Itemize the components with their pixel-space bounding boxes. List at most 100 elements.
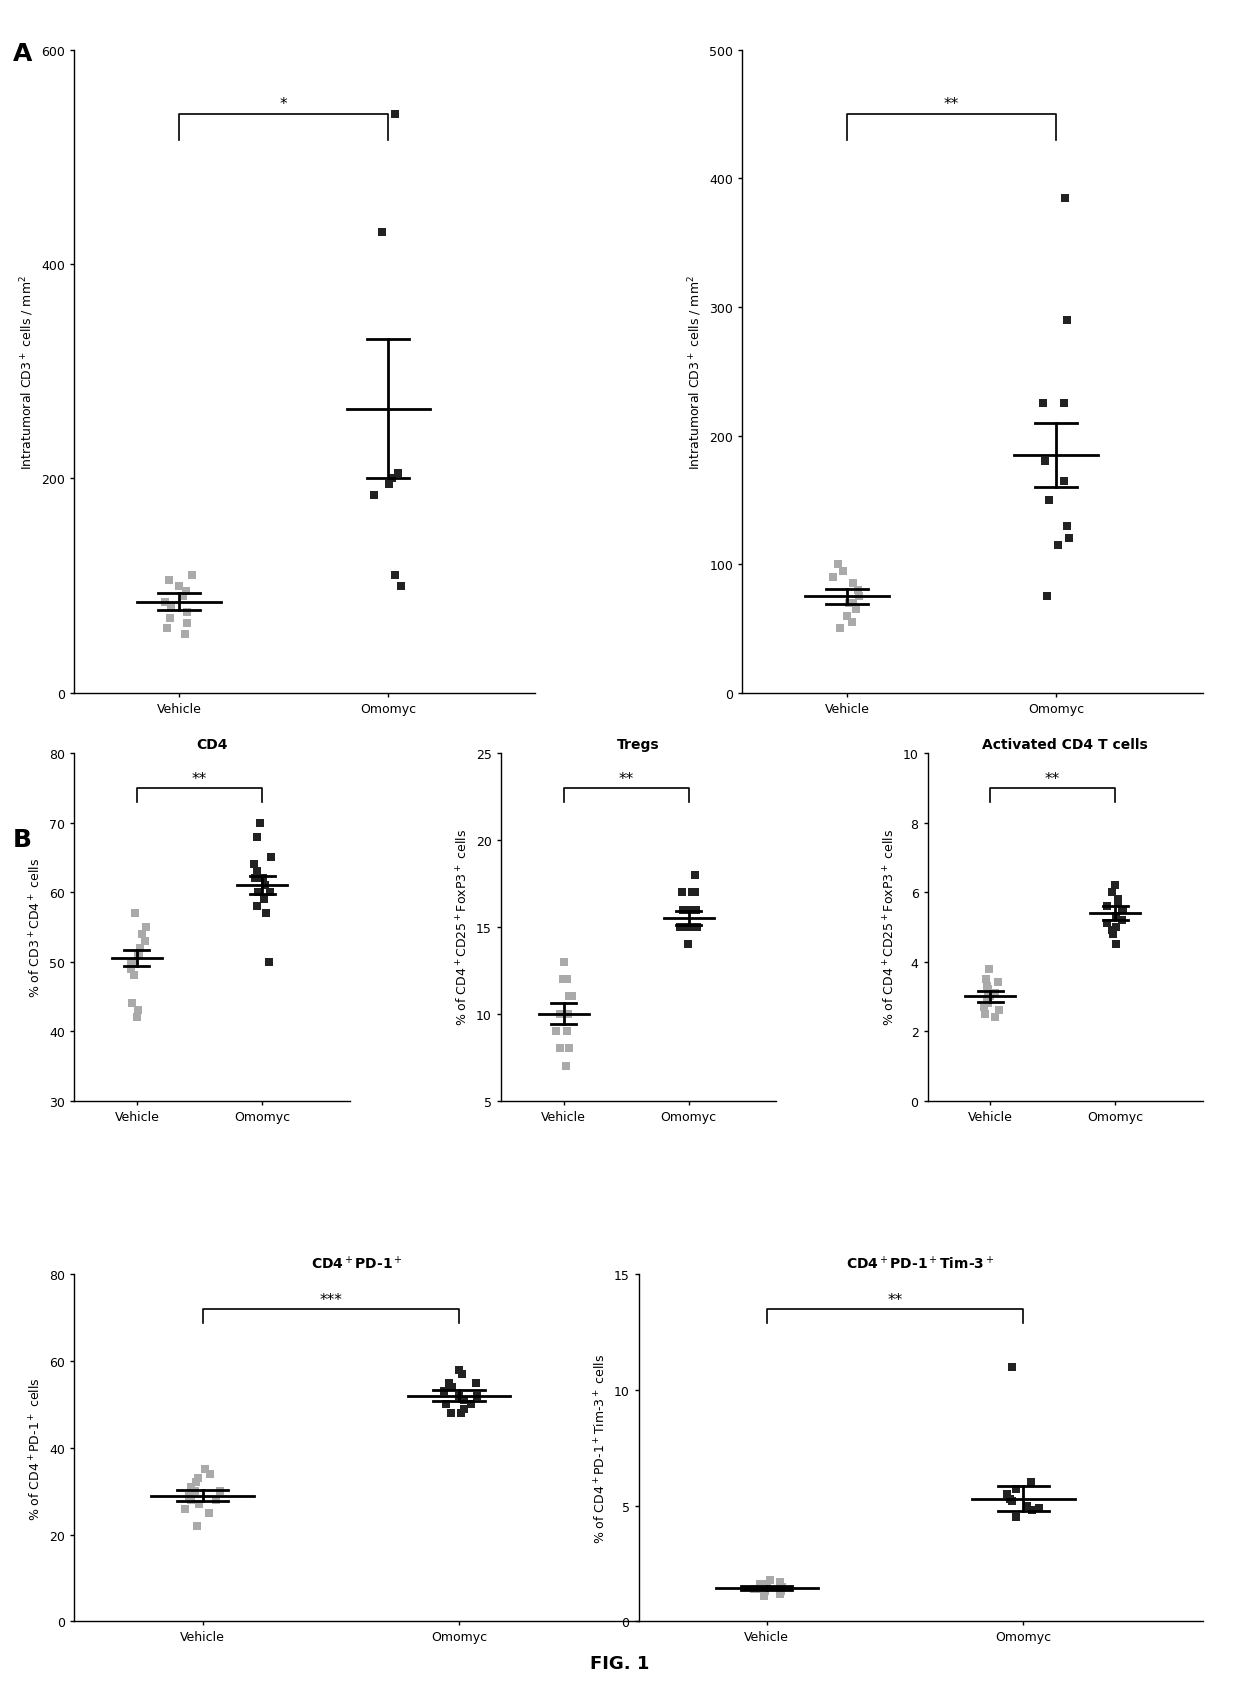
Point: [770, 1569, 790, 1596]
Point: [673, 897, 693, 924]
Text: FIG. 1: FIG. 1: [590, 1654, 650, 1672]
Point: [187, 1512, 207, 1539]
Point: [681, 897, 701, 924]
Point: [678, 931, 698, 958]
Point: [831, 615, 851, 642]
Point: [999, 1485, 1019, 1512]
Point: [175, 622, 195, 649]
Point: [451, 1400, 471, 1427]
Point: [384, 101, 404, 128]
Point: [384, 562, 404, 589]
Point: [248, 824, 268, 851]
Point: [980, 983, 999, 1010]
Point: [755, 1578, 775, 1605]
Point: [671, 914, 691, 941]
Text: ***: ***: [320, 1292, 342, 1307]
Point: [206, 1486, 226, 1513]
Text: **: **: [944, 96, 960, 111]
Point: [771, 1578, 791, 1605]
Point: [678, 931, 698, 958]
Text: **: **: [619, 772, 634, 787]
Point: [439, 1370, 459, 1397]
Y-axis label: % of CD4$^+$CD25$^+$FoxP3$^+$ cells: % of CD4$^+$CD25$^+$FoxP3$^+$ cells: [455, 829, 470, 1025]
Point: [977, 986, 997, 1013]
Point: [1105, 872, 1125, 899]
Title: CD4$^+$PD-1$^+$: CD4$^+$PD-1$^+$: [310, 1255, 403, 1272]
Point: [125, 949, 145, 976]
Point: [255, 872, 275, 899]
Point: [684, 861, 704, 888]
Point: [122, 956, 141, 983]
Text: **: **: [888, 1292, 903, 1307]
Point: [160, 568, 180, 595]
Point: [978, 990, 998, 1017]
Point: [1109, 890, 1128, 917]
Point: [1112, 897, 1132, 924]
Point: [441, 1400, 461, 1427]
Point: [259, 949, 279, 976]
Y-axis label: % of CD4$^+$PD-1$^+$Tim-3$^+$ cells: % of CD4$^+$PD-1$^+$Tim-3$^+$ cells: [593, 1353, 608, 1544]
Point: [449, 1356, 469, 1383]
Point: [833, 557, 853, 584]
Point: [976, 966, 996, 993]
Point: [1054, 468, 1074, 495]
Point: [1106, 914, 1126, 941]
Point: [175, 1495, 195, 1522]
Point: [556, 1052, 575, 1079]
Point: [177, 610, 197, 637]
Point: [973, 993, 993, 1020]
Point: [1007, 1476, 1027, 1503]
Point: [754, 1583, 774, 1610]
Point: [551, 1035, 570, 1062]
Point: [131, 921, 151, 948]
Point: [988, 969, 1008, 997]
Point: [559, 983, 579, 1010]
Point: [453, 1361, 472, 1388]
Point: [461, 1392, 481, 1419]
Point: [129, 941, 149, 968]
Point: [678, 914, 698, 941]
Point: [188, 1491, 208, 1518]
Point: [839, 589, 859, 616]
Point: [120, 949, 140, 976]
Point: [182, 562, 202, 589]
Point: [1033, 390, 1053, 417]
Title: CD4$^+$PD-1$^+$Tim-3$^+$: CD4$^+$PD-1$^+$Tim-3$^+$: [847, 1255, 994, 1272]
Point: [250, 809, 270, 836]
Point: [176, 578, 196, 605]
Point: [195, 1456, 215, 1483]
Point: [1002, 1488, 1022, 1515]
Title: Tregs: Tregs: [618, 736, 660, 752]
Point: [673, 914, 693, 941]
Point: [372, 220, 392, 247]
Point: [1106, 931, 1126, 958]
Point: [1002, 1353, 1022, 1380]
Point: [181, 1486, 201, 1513]
Point: [1048, 532, 1068, 559]
Y-axis label: % of CD4$^+$CD25$^+$FoxP3$^+$ cells: % of CD4$^+$CD25$^+$FoxP3$^+$ cells: [882, 829, 897, 1025]
Text: **: **: [192, 772, 207, 787]
Title: Activated CD4 T cells: Activated CD4 T cells: [982, 736, 1148, 752]
Point: [549, 1000, 569, 1027]
Point: [379, 471, 399, 498]
Point: [842, 610, 862, 637]
Point: [843, 589, 863, 616]
Point: [978, 976, 998, 1003]
Point: [1056, 513, 1076, 540]
Point: [1055, 186, 1075, 213]
Point: [977, 973, 997, 1000]
Point: [174, 583, 193, 610]
Point: [244, 851, 264, 878]
Point: [454, 1395, 474, 1422]
Point: [125, 900, 145, 927]
Text: B: B: [12, 828, 31, 851]
Point: [978, 956, 998, 983]
Point: [562, 983, 582, 1010]
Point: [749, 1576, 769, 1603]
Point: [466, 1370, 486, 1397]
Point: [977, 983, 997, 1010]
Point: [985, 1003, 1004, 1030]
Point: [751, 1571, 771, 1598]
Point: [828, 551, 848, 578]
Point: [160, 605, 180, 632]
